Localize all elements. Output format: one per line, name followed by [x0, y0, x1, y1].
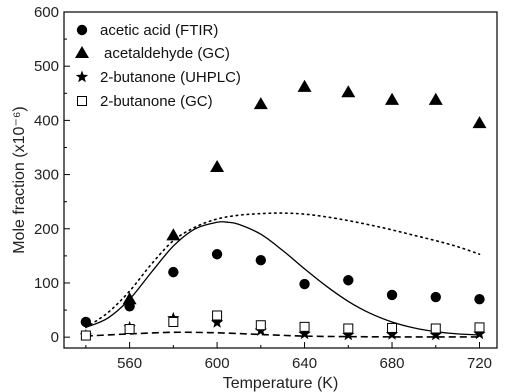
- legend: acetic acid (FTIR) acetaldehyde (GC) 2-but…: [75, 22, 241, 110]
- legend-marker: [75, 70, 89, 83]
- plot-frame: [63, 11, 498, 349]
- x-tick-label: 720: [467, 355, 492, 372]
- data-point: [343, 275, 354, 286]
- data-point: [166, 228, 181, 241]
- data-point: [212, 310, 223, 321]
- data-point: [80, 330, 91, 341]
- data-point: [80, 316, 92, 328]
- data-point: [428, 92, 443, 105]
- data-point: [472, 116, 487, 129]
- model-curves: [85, 212, 481, 338]
- legend-marker: [75, 46, 89, 59]
- series-1: [122, 79, 487, 305]
- data-points: [79, 79, 487, 341]
- x-axis-ticks: 560 600 640 680 720: [85, 342, 492, 372]
- data-point: [298, 327, 311, 340]
- series-3: [80, 310, 485, 341]
- x-tick-label: 560: [117, 355, 142, 372]
- data-point: [473, 327, 486, 340]
- data-point: [429, 328, 442, 341]
- legend-marker: [76, 24, 88, 36]
- data-point: [255, 320, 266, 331]
- y-tick-label: 500: [34, 58, 59, 75]
- data-point: [297, 79, 312, 92]
- y-tick-label: 200: [34, 221, 59, 238]
- y-axis-title: Mole fraction (x10⁻⁶): [11, 106, 28, 254]
- y-axis-ticks: 0 100 200 300 400 500 600: [34, 4, 70, 346]
- legend-label: acetic acid (FTIR): [100, 22, 218, 39]
- data-point: [341, 85, 356, 98]
- y-tick-label: 100: [34, 275, 59, 292]
- data-point: [255, 255, 267, 266]
- data-point: [385, 92, 400, 105]
- y-tick-label: 300: [34, 167, 59, 184]
- model-curve-dashed: [85, 331, 480, 338]
- data-point: [253, 97, 268, 110]
- x-axis-title: Temperature (K): [223, 375, 339, 392]
- data-point: [168, 266, 179, 278]
- y-tick-label: 400: [34, 112, 59, 129]
- series-2: [79, 311, 486, 341]
- legend-label: acetaldehyde (GC): [104, 45, 230, 62]
- legend-label: 2-butanone (GC): [100, 93, 213, 110]
- data-point: [122, 292, 137, 305]
- model-curve-solid: [85, 221, 480, 336]
- x-tick-label: 640: [292, 355, 317, 372]
- data-point: [343, 323, 354, 334]
- data-point: [299, 278, 310, 290]
- data-point: [210, 316, 224, 328]
- legend-label: 2-butanone (UHPLC): [100, 69, 241, 86]
- data-point: [430, 323, 441, 334]
- data-point: [387, 322, 398, 333]
- data-point: [386, 289, 398, 301]
- data-point: [474, 294, 485, 305]
- data-point: [430, 291, 441, 303]
- series-0: [80, 249, 485, 328]
- data-point: [474, 322, 485, 333]
- y-tick-label: 0: [51, 329, 59, 346]
- data-point: [299, 321, 310, 332]
- data-point: [124, 324, 135, 335]
- data-point: [210, 159, 225, 173]
- data-point: [168, 316, 179, 327]
- data-point: [211, 249, 223, 260]
- legend-marker: [77, 96, 87, 106]
- x-tick-label: 600: [205, 355, 230, 372]
- data-point: [342, 328, 355, 341]
- model-curve-dotted: [85, 212, 481, 329]
- x-tick-label: 680: [380, 355, 405, 372]
- data-point: [385, 328, 399, 340]
- y-tick-label: 600: [34, 4, 59, 21]
